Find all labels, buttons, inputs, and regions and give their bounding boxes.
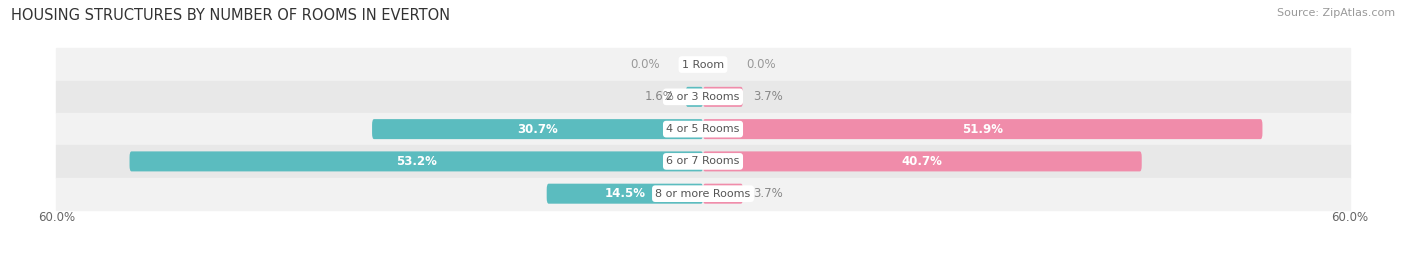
FancyBboxPatch shape xyxy=(686,87,703,107)
Text: HOUSING STRUCTURES BY NUMBER OF ROOMS IN EVERTON: HOUSING STRUCTURES BY NUMBER OF ROOMS IN… xyxy=(11,8,450,23)
Text: 0.0%: 0.0% xyxy=(630,58,659,71)
FancyBboxPatch shape xyxy=(703,184,742,204)
Bar xyxy=(56,178,1350,210)
Text: 40.7%: 40.7% xyxy=(901,155,943,168)
Text: 8 or more Rooms: 8 or more Rooms xyxy=(655,189,751,199)
FancyBboxPatch shape xyxy=(703,119,1263,139)
FancyBboxPatch shape xyxy=(547,184,703,204)
Text: 6 or 7 Rooms: 6 or 7 Rooms xyxy=(666,156,740,167)
Bar xyxy=(56,81,1350,113)
Text: 51.9%: 51.9% xyxy=(962,123,1004,136)
Text: 1 Room: 1 Room xyxy=(682,59,724,70)
FancyBboxPatch shape xyxy=(703,151,1142,171)
Text: 14.5%: 14.5% xyxy=(605,187,645,200)
FancyBboxPatch shape xyxy=(373,119,703,139)
Text: 0.0%: 0.0% xyxy=(747,58,776,71)
FancyBboxPatch shape xyxy=(129,151,703,171)
FancyBboxPatch shape xyxy=(703,87,742,107)
Text: Source: ZipAtlas.com: Source: ZipAtlas.com xyxy=(1277,8,1395,18)
Bar xyxy=(56,113,1350,145)
Bar xyxy=(56,48,1350,81)
Text: 30.7%: 30.7% xyxy=(517,123,558,136)
Text: 1.6%: 1.6% xyxy=(645,90,675,103)
Text: 53.2%: 53.2% xyxy=(396,155,437,168)
Text: 3.7%: 3.7% xyxy=(754,187,783,200)
Text: 3.7%: 3.7% xyxy=(754,90,783,103)
Text: 4 or 5 Rooms: 4 or 5 Rooms xyxy=(666,124,740,134)
Bar xyxy=(56,145,1350,178)
Text: 2 or 3 Rooms: 2 or 3 Rooms xyxy=(666,92,740,102)
